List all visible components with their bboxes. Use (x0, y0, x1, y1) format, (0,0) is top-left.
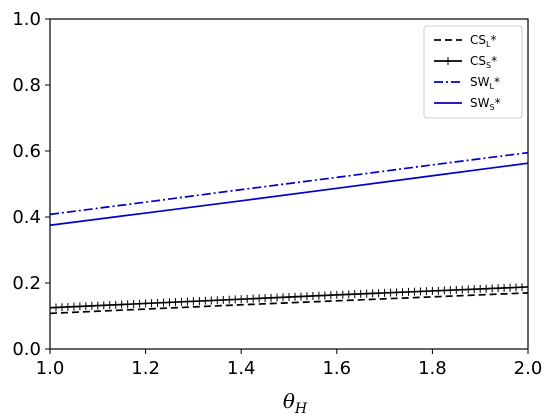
x-tick-label-1: 1.2 (131, 358, 160, 379)
x-axis-label: θH (283, 389, 308, 416)
legend-label-main-2: SW (470, 75, 490, 89)
legend-label-sub-1: S (486, 61, 491, 70)
legend-label-1: CSS* (470, 54, 497, 70)
legend-label-main-3: SW (470, 96, 490, 110)
legend: CSL*CSS*SWL*SWS* (423, 25, 523, 119)
legend-label-3: SWS* (470, 96, 501, 112)
x-axis-label-main: θ (283, 389, 295, 413)
series-line-2 (49, 151, 529, 216)
legend-label-suffix-0: * (490, 33, 496, 47)
axes-layer (49, 18, 529, 350)
series-line-0 (49, 292, 529, 315)
x-tick-label-5: 2.0 (514, 358, 543, 379)
legend-label-0: CSL* (470, 33, 496, 49)
y-tick-label-0: 0.0 (12, 339, 41, 360)
legend-label-main-0: CS (470, 33, 486, 47)
y-tick-label-1: 0.2 (12, 273, 41, 294)
legend-label-suffix-2: * (494, 75, 500, 89)
legend-label-2: SWL* (470, 75, 500, 91)
legend-label-main-1: CS (470, 54, 486, 68)
legend-label-sub-0: L (486, 40, 491, 49)
y-tick-label-4: 0.8 (12, 75, 41, 96)
axes-frame (49, 18, 529, 350)
x-tick-label-2: 1.4 (227, 358, 256, 379)
y-tick-label-2: 0.4 (12, 207, 41, 228)
x-axis-label-subscript: H (294, 401, 308, 416)
series-layer (49, 151, 529, 315)
x-tick-label-0: 1.0 (36, 358, 65, 379)
y-tick-label-5: 1.0 (12, 9, 41, 30)
y-tick-label-3: 0.6 (12, 141, 41, 162)
legend-label-sub-3: S (489, 103, 494, 112)
ticks-layer: 1.0 1.2 1.4 1.6 1.8 2.0 0.0 0.2 0.4 0.6 0.8 1.0 (12, 9, 542, 379)
legend-label-suffix-1: * (491, 54, 497, 68)
legend-label-suffix-3: * (495, 96, 501, 110)
legend-label-sub-2: L (489, 82, 494, 91)
series-line-3 (49, 162, 529, 227)
x-tick-label-4: 1.8 (418, 358, 447, 379)
x-tick-label-3: 1.6 (322, 358, 351, 379)
legend-box (423, 25, 523, 119)
